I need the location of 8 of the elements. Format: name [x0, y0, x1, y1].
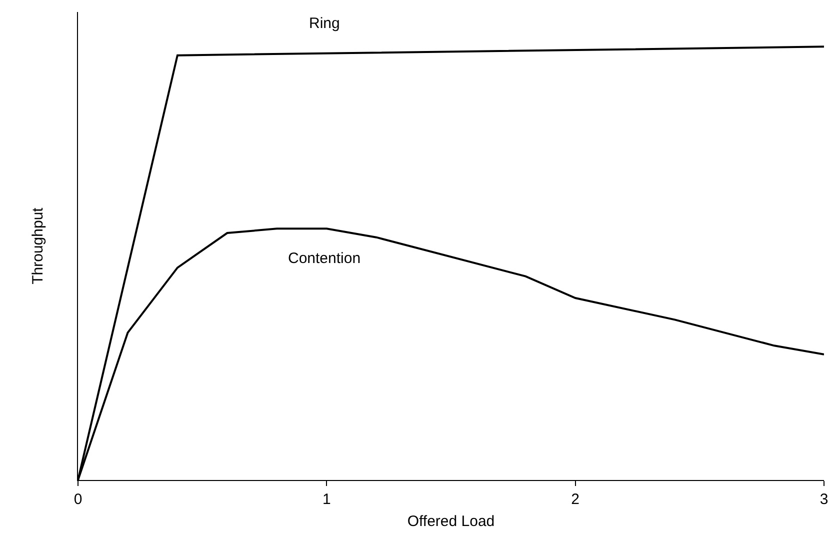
y-axis-title: Throughput	[29, 206, 46, 284]
x-axis-title: Offered Load	[407, 513, 495, 530]
series-label: Contention	[288, 250, 361, 267]
x-tick-label: 3	[820, 491, 828, 508]
x-tick-label: 2	[571, 491, 580, 508]
x-tick-label: 1	[322, 491, 331, 508]
x-tick-label: 0	[74, 491, 82, 508]
series-label: Ring	[309, 15, 340, 32]
